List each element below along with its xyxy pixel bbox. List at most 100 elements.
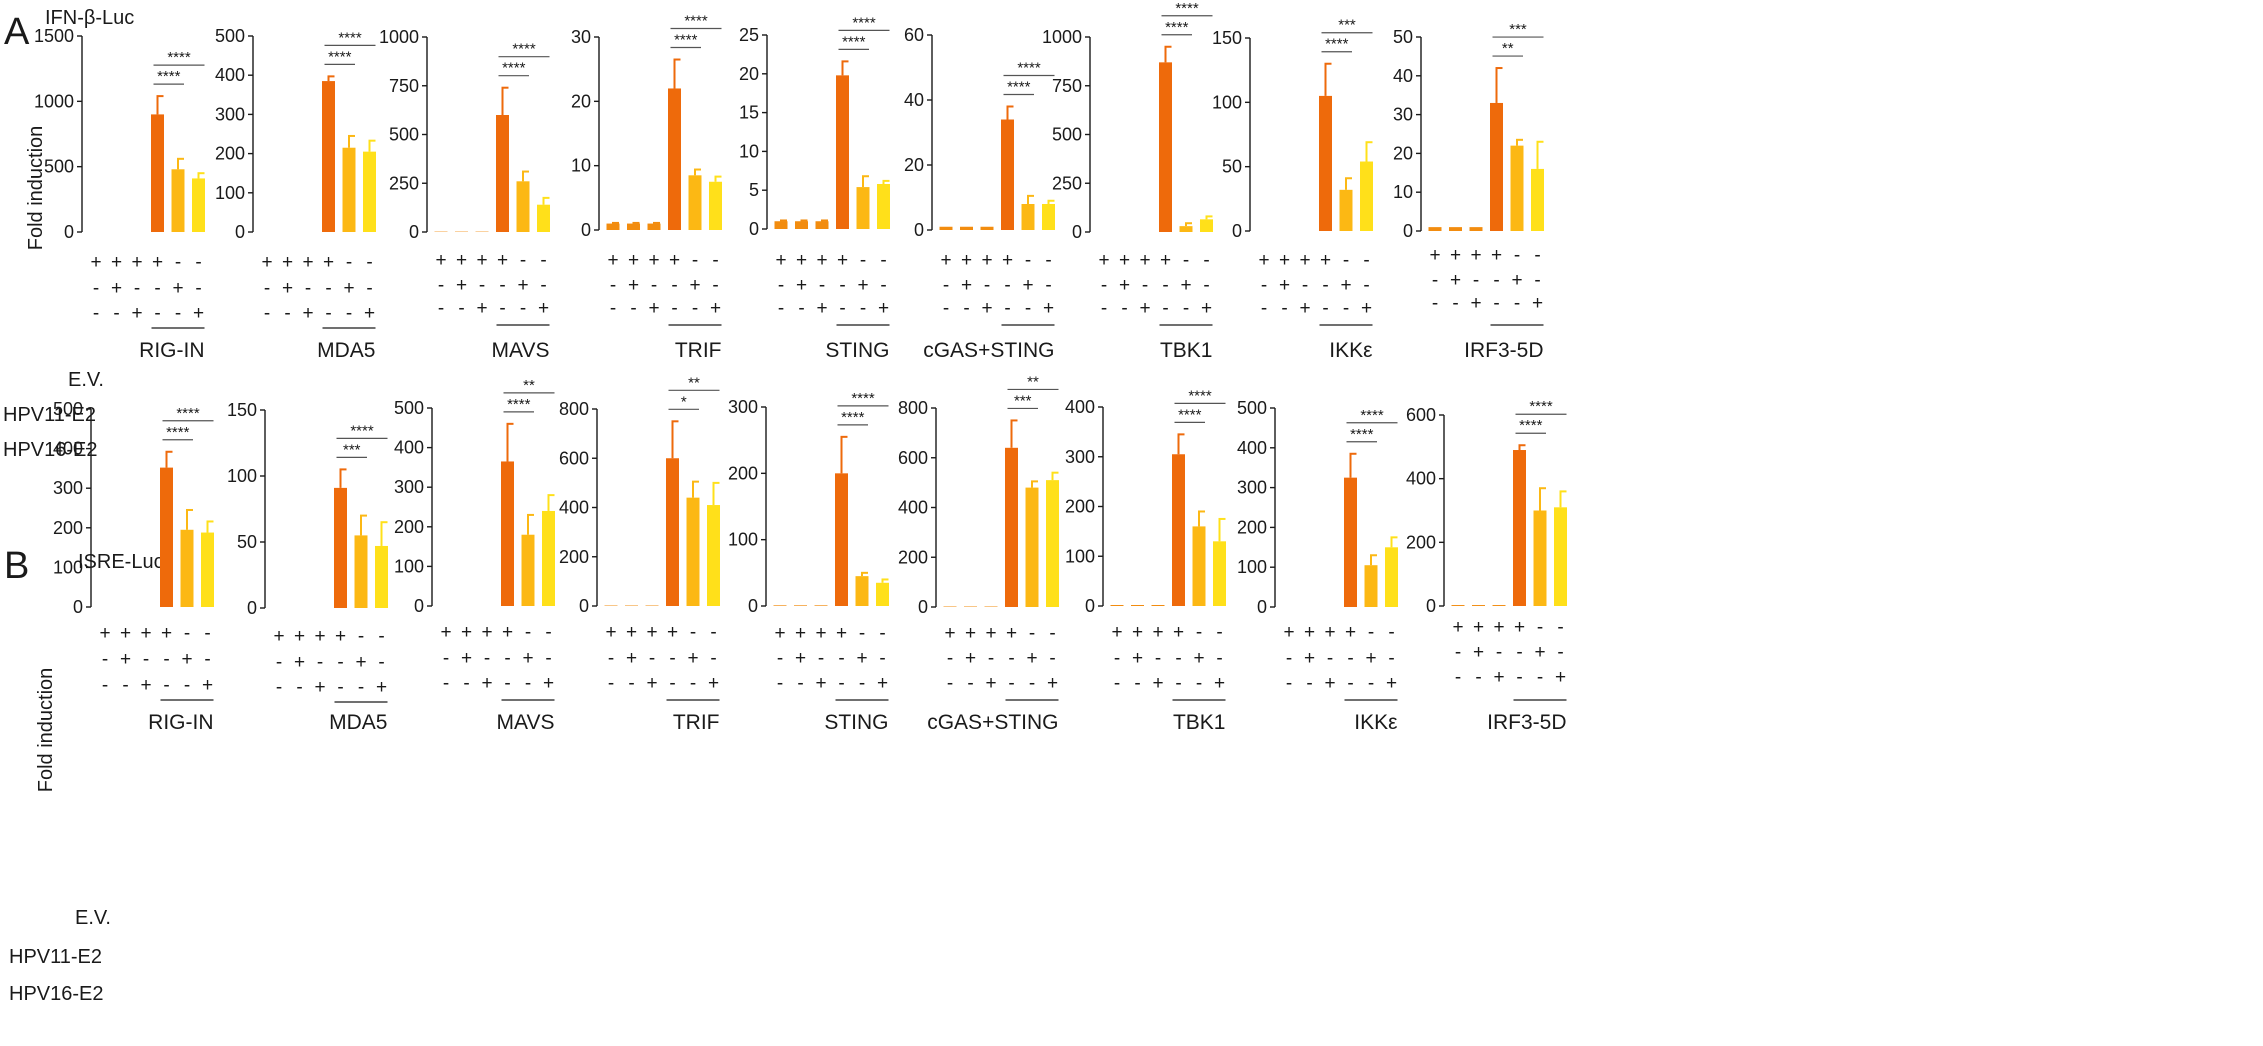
bar — [1513, 450, 1526, 606]
condition-symbol: - — [947, 648, 953, 669]
condition-symbol: - — [499, 275, 505, 296]
condition-symbol: - — [692, 298, 698, 319]
condition-symbol: + — [1299, 298, 1310, 319]
condition-symbol: - — [1004, 298, 1010, 319]
y-tick-label: 300 — [1237, 478, 1267, 498]
condition-symbol: + — [273, 626, 284, 647]
bar — [1319, 95, 1332, 232]
condition-symbol: - — [1183, 250, 1189, 271]
y-tick-label: 500 — [1052, 125, 1082, 145]
bar — [1472, 605, 1485, 606]
condition-symbol: + — [605, 622, 616, 643]
condition-symbol: - — [1101, 298, 1107, 319]
condition-symbol: + — [607, 250, 618, 271]
condition-symbol: - — [1025, 250, 1031, 271]
bar — [537, 204, 550, 232]
subplot-title: STING — [825, 339, 889, 362]
condition-symbol: + — [456, 275, 467, 296]
condition-symbol: + — [1193, 648, 1204, 669]
significance-label: **** — [328, 48, 352, 65]
subplot-title: IKKε — [1354, 711, 1397, 734]
y-tick-label: 0 — [1426, 596, 1436, 616]
condition-symbol: + — [1450, 245, 1461, 266]
y-tick-label: 0 — [73, 597, 83, 617]
condition-symbol: + — [981, 250, 992, 271]
condition-symbol: - — [838, 648, 844, 669]
condition-symbol: - — [499, 298, 505, 319]
condition-symbol: + — [689, 275, 700, 296]
y-tick-label: 20 — [739, 64, 759, 84]
condition-symbol: + — [364, 303, 375, 324]
condition-symbol: - — [777, 648, 783, 669]
bar — [334, 487, 347, 608]
condition-symbol: + — [1152, 673, 1163, 694]
bar — [1001, 119, 1014, 230]
condition-symbol: - — [880, 275, 886, 296]
bar — [1360, 161, 1373, 231]
condition-symbol: - — [276, 677, 282, 698]
condition-symbol: - — [358, 626, 364, 647]
condition-symbol: + — [1470, 293, 1481, 314]
condition-symbol: - — [346, 252, 352, 273]
y-tick-label: 100 — [53, 557, 83, 577]
condition-symbol: - — [102, 649, 108, 670]
y-tick-label: 150 — [227, 400, 257, 420]
condition-symbol: - — [1452, 293, 1458, 314]
subplot-title: IKKε — [1329, 339, 1372, 362]
condition-symbol: - — [1281, 298, 1287, 319]
condition-symbol: + — [628, 275, 639, 296]
panel-b-row-hpv16: HPV16-E2 — [9, 983, 104, 1005]
condition-symbol: - — [525, 622, 531, 643]
condition-symbol: + — [1473, 642, 1484, 663]
condition-symbol: + — [476, 298, 487, 319]
y-tick-label: 30 — [571, 27, 591, 47]
condition-symbol: - — [1343, 250, 1349, 271]
condition-symbol: - — [1306, 673, 1312, 694]
condition-symbol: + — [1493, 617, 1504, 638]
condition-symbol: - — [712, 275, 718, 296]
condition-symbol: - — [1534, 245, 1540, 266]
condition-symbol: - — [963, 298, 969, 319]
condition-symbol: + — [294, 652, 305, 673]
significance-label: **** — [502, 60, 526, 77]
y-tick-label: 0 — [748, 596, 758, 616]
bar — [1172, 454, 1185, 606]
y-tick-label: 400 — [559, 498, 589, 518]
subplot-title: TRIF — [675, 339, 722, 362]
condition-symbol: + — [1119, 250, 1130, 271]
condition-symbol: + — [796, 250, 807, 271]
condition-symbol: - — [1029, 623, 1035, 644]
condition-symbol: + — [481, 622, 492, 643]
condition-symbol: + — [355, 652, 366, 673]
condition-symbol: - — [1286, 648, 1292, 669]
condition-symbol: - — [797, 673, 803, 694]
condition-symbol: + — [795, 648, 806, 669]
condition-symbol: - — [860, 298, 866, 319]
condition-symbol: - — [1388, 622, 1394, 643]
condition-symbol: - — [184, 675, 190, 696]
y-tick-label: 250 — [389, 173, 419, 193]
condition-symbol: - — [1368, 673, 1374, 694]
condition-symbol: - — [1343, 298, 1349, 319]
condition-symbol: - — [484, 648, 490, 669]
bar — [192, 178, 205, 232]
condition-symbol: - — [669, 648, 675, 669]
y-tick-label: 0 — [749, 219, 759, 239]
y-tick-label: 250 — [1052, 173, 1082, 193]
condition-symbol: + — [628, 250, 639, 271]
condition-symbol: - — [102, 675, 108, 696]
condition-symbol: + — [961, 250, 972, 271]
condition-symbol: - — [175, 303, 181, 324]
condition-symbol: - — [1155, 648, 1161, 669]
condition-symbol: + — [302, 252, 313, 273]
condition-symbol: + — [111, 252, 122, 273]
condition-symbol: - — [608, 673, 614, 694]
condition-symbol: + — [816, 250, 827, 271]
y-tick-label: 200 — [215, 144, 245, 164]
condition-symbol: - — [479, 275, 485, 296]
y-tick-label: 30 — [1393, 105, 1413, 125]
significance-label: ** — [1027, 373, 1039, 390]
